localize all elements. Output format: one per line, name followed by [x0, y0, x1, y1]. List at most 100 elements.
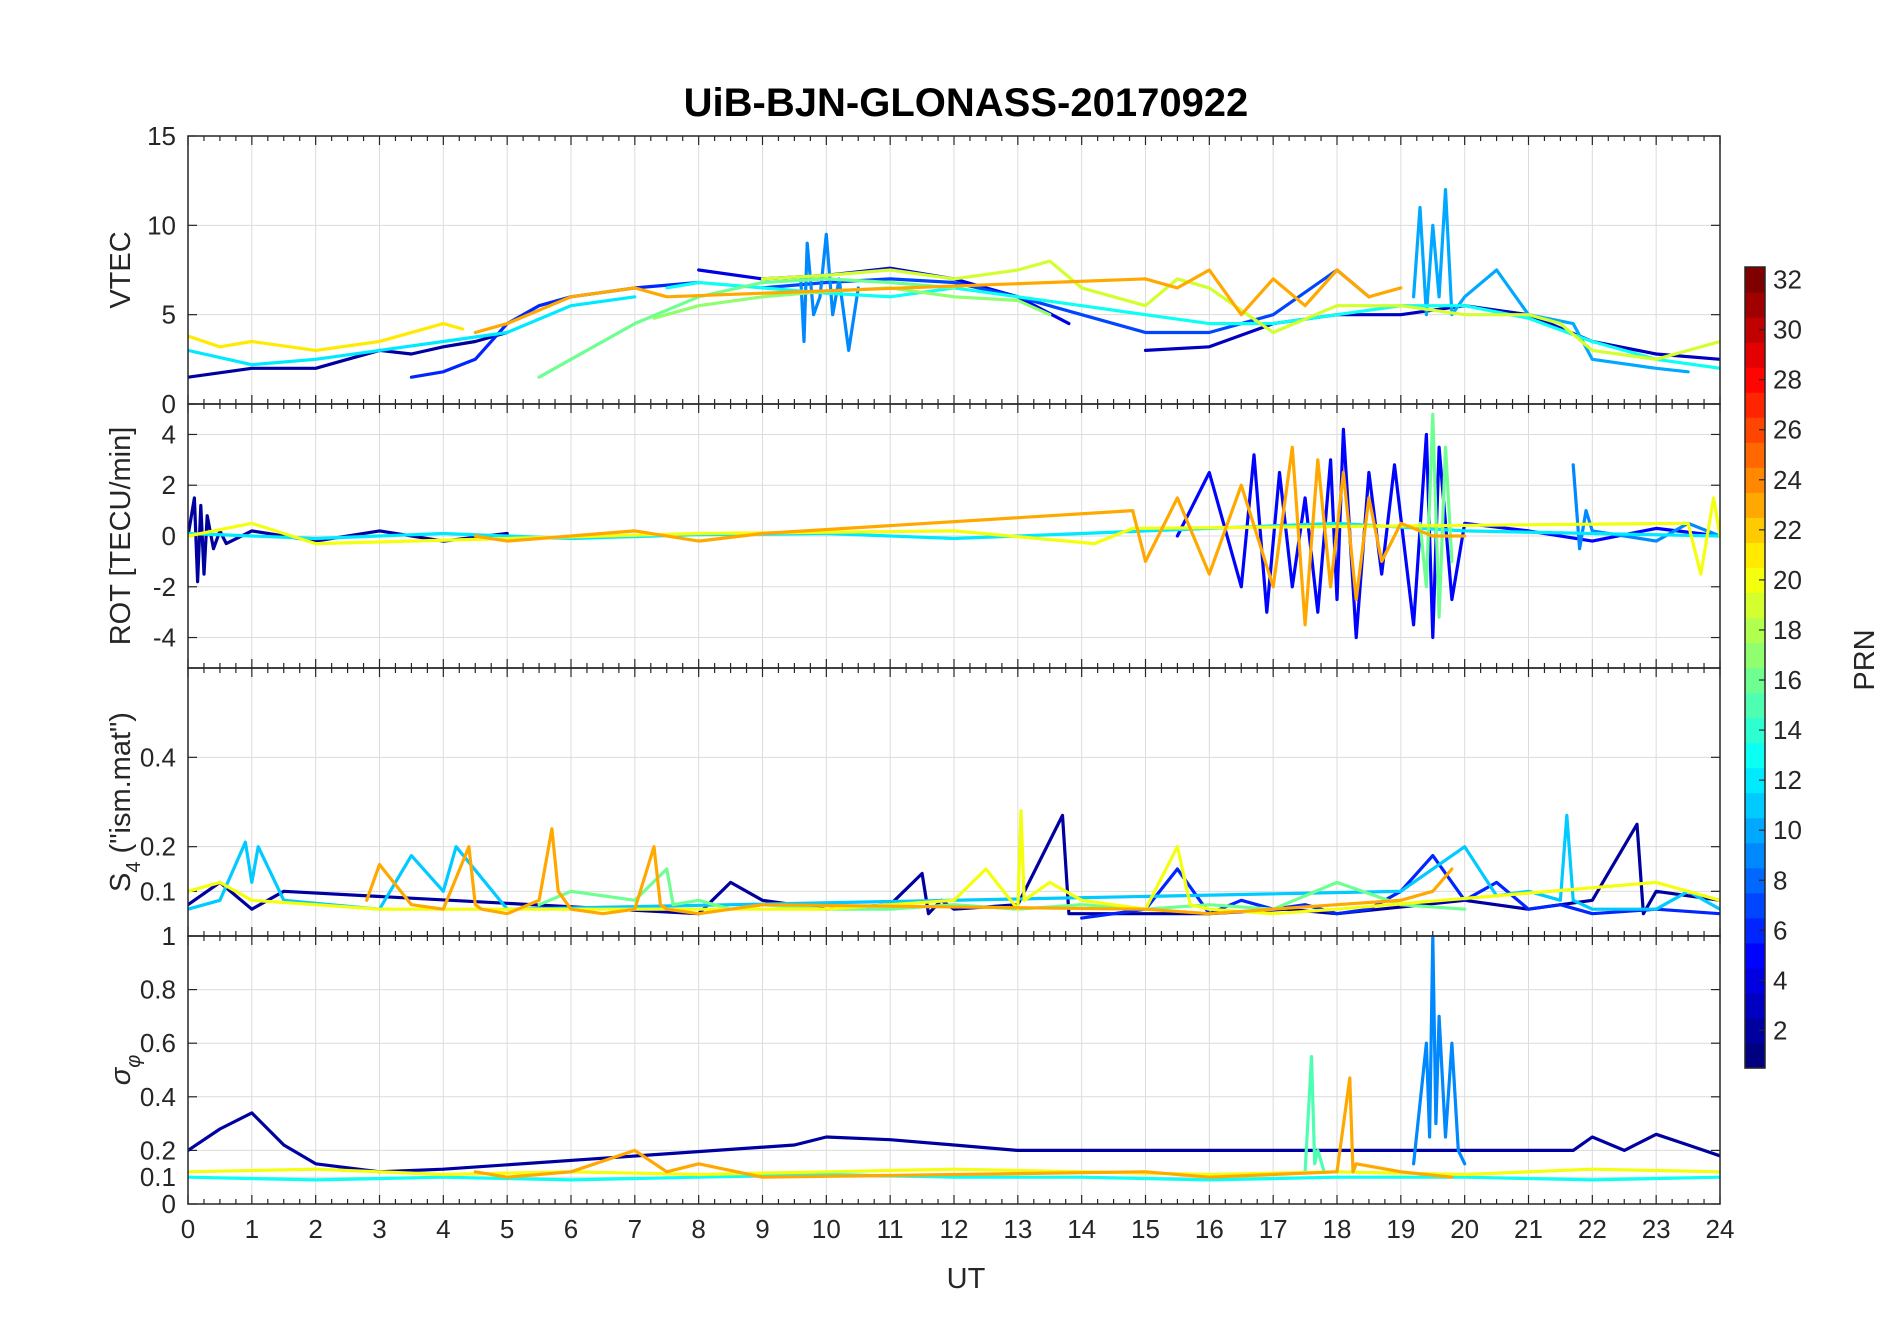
ylabel-subscript: φ [123, 1055, 145, 1068]
colorbar-step [1745, 692, 1765, 719]
colorbar-step [1745, 942, 1765, 969]
series-line-prn-6 [409, 280, 701, 379]
x-tick-label: 12 [940, 1214, 969, 1244]
x-tick-label: 0 [181, 1214, 195, 1244]
x-tick-label: 20 [1450, 1214, 1479, 1244]
y-tick-label: 0 [162, 1189, 176, 1219]
colorbar-tick-label: 6 [1773, 915, 1787, 945]
y-tick-label: 0.1 [140, 1162, 176, 1192]
x-tick-label: 18 [1323, 1214, 1352, 1244]
y-tick-label: 0.2 [140, 1135, 176, 1165]
y-tick-label: 0.4 [140, 742, 176, 772]
colorbar-frame [1744, 266, 1766, 1069]
series-line-prn-23 [473, 1076, 1454, 1179]
x-tick-label: 9 [755, 1214, 769, 1244]
colorbar-step [1745, 617, 1765, 644]
x-tick-label: 22 [1578, 1214, 1607, 1244]
colorbar-tick-label: 10 [1773, 815, 1802, 845]
colorbar-step [1745, 267, 1765, 293]
colorbar-tick-label: 28 [1773, 365, 1802, 395]
colorbar-tick-label: 30 [1773, 315, 1802, 345]
series-line-prn-23 [473, 268, 1403, 335]
colorbar-step [1745, 742, 1765, 769]
series-group [188, 936, 1720, 1182]
series-line-prn-13 [188, 1172, 1720, 1182]
series-line-prn-10 [1411, 188, 1690, 374]
series-line-prn-2 [188, 496, 509, 584]
colorbar-step [1745, 817, 1765, 844]
x-tick-label: 1 [245, 1214, 259, 1244]
x-tick-label: 24 [1706, 1214, 1735, 1244]
y-tick-label: 1 [162, 921, 176, 951]
x-tick-label: 2 [308, 1214, 322, 1244]
x-axis-label: UT [947, 1263, 986, 1295]
colorbar-step [1745, 592, 1765, 619]
series-line-prn-23 [365, 827, 1454, 916]
panel-frame [187, 935, 1721, 1205]
series-line-prn-12 [188, 295, 637, 367]
x-tick-label: 4 [436, 1214, 450, 1244]
x-tick-label: 3 [372, 1214, 386, 1244]
series-group [188, 188, 1720, 379]
y-tick-label: -4 [153, 623, 176, 653]
series-line-prn-20 [188, 496, 1720, 576]
colorbar-tick-label: 26 [1773, 415, 1802, 445]
x-tick-label: 19 [1386, 1214, 1415, 1244]
y-tick-label: -2 [153, 572, 176, 602]
ylabel-rest: ("ism.mat") [105, 712, 137, 861]
colorbar-step [1745, 1042, 1765, 1069]
x-tick-label: 16 [1195, 1214, 1224, 1244]
ylabel-main: S [105, 873, 137, 892]
x-tick-label: 15 [1131, 1214, 1160, 1244]
chart-title: UiB-BJN-GLONASS-20170922 [684, 81, 1249, 125]
y-tick-label: 10 [147, 210, 176, 240]
x-tick-label: 5 [500, 1214, 514, 1244]
s4-panel: 0.10.20.4S4 ("ism.mat") [105, 667, 1721, 937]
ylabel-subscript: 4 [123, 862, 145, 873]
colorbar-step [1745, 892, 1765, 919]
y-tick-label: 0.4 [140, 1082, 176, 1112]
x-tick-label: 14 [1067, 1214, 1096, 1244]
y-tick-label: 0 [162, 389, 176, 419]
series-line-prn-19 [760, 259, 1720, 361]
colorbar-tick-label: 32 [1773, 265, 1802, 295]
series-line-prn-2 [188, 1111, 1720, 1174]
y-tick-label: 0.2 [140, 832, 176, 862]
colorbar-step [1745, 367, 1765, 393]
x-tick-label: 17 [1259, 1214, 1288, 1244]
colorbar-tick-label: 14 [1773, 715, 1802, 745]
series-line-prn-12 [188, 521, 1720, 541]
x-tick-label: 8 [691, 1214, 705, 1244]
series-line-prn-20 [188, 1167, 1720, 1177]
colorbar-tick-label: 18 [1773, 615, 1802, 645]
y-tick-label: 0 [162, 521, 176, 551]
colorbar-tick-label: 2 [1773, 1015, 1787, 1045]
colorbar-step [1745, 992, 1765, 1019]
colorbar-step [1745, 767, 1765, 794]
colorbar-step [1745, 442, 1765, 468]
series-line-prn-16 [1418, 412, 1454, 619]
series-line-prn-6 [1080, 853, 1720, 920]
x-tick-label: 10 [812, 1214, 841, 1244]
s4-y-axis-label: S4 ("ism.mat") [105, 712, 145, 892]
colorbar-step [1745, 317, 1765, 343]
colorbar-label: PRN [1849, 629, 1881, 690]
colorbar-tick-label: 22 [1773, 515, 1802, 545]
x-tick-label: 21 [1514, 1214, 1543, 1244]
x-tick-label: 6 [564, 1214, 578, 1244]
colorbar-step [1745, 417, 1765, 443]
ylabel-main: σ [105, 1066, 137, 1085]
colorbar-step [1745, 667, 1765, 694]
colorbar-tick-label: 4 [1773, 965, 1787, 995]
series-line-prn-9 [1411, 936, 1467, 1166]
y-tick-label: 5 [162, 300, 176, 330]
colorbar-step [1745, 542, 1765, 568]
y-tick-label: 0.8 [140, 975, 176, 1005]
sigma_phi-y-axis-label: σφ [105, 1055, 145, 1086]
x-tick-label: 23 [1642, 1214, 1671, 1244]
y-tick-label: 15 [147, 121, 176, 151]
colorbar-step [1745, 342, 1765, 368]
colorbar-tick-label: 16 [1773, 665, 1802, 695]
rot-panel: -4 -2 0 2 4 ROT [TECU/min] [105, 403, 1721, 669]
